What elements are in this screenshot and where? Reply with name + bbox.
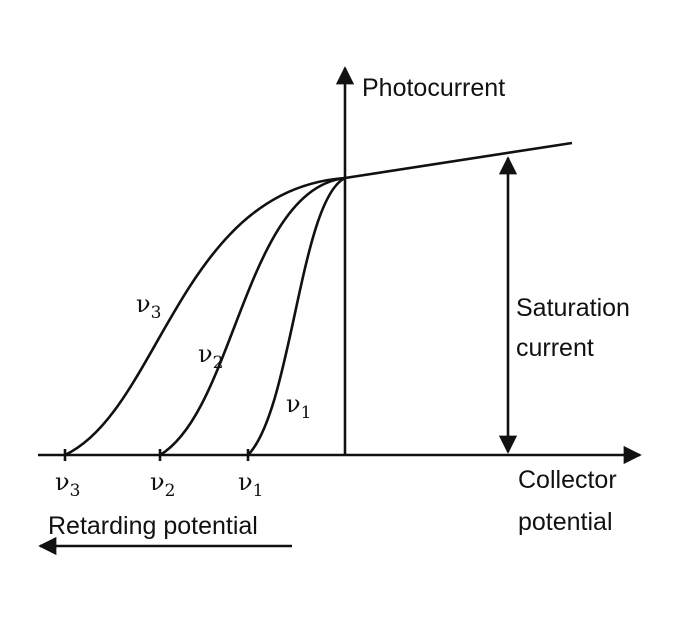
y-axis-label: Photocurrent — [362, 74, 505, 102]
stopping-label: ν2 — [150, 468, 175, 501]
curve-label: ν3 — [136, 290, 161, 323]
x-axis-label: Collector — [518, 466, 617, 494]
curve-v1 — [247, 176, 346, 456]
curve-label: ν2 — [198, 340, 223, 373]
subscript: 1 — [301, 403, 312, 423]
curve-label: ν1 — [286, 390, 311, 423]
curve-v3 — [64, 176, 346, 457]
retarding-label: Retarding potential — [48, 512, 258, 540]
symbol: ν — [150, 468, 165, 496]
subscript: 1 — [253, 481, 264, 501]
stopping-label: ν3 — [55, 468, 80, 501]
saturation-line — [344, 141, 573, 180]
saturation-label: current — [516, 334, 594, 362]
stopping-label: ν1 — [238, 468, 263, 501]
x-axis-label: potential — [518, 508, 613, 536]
symbol: ν — [238, 468, 253, 496]
subscript: 3 — [151, 303, 162, 323]
symbol: ν — [286, 390, 301, 418]
symbol: ν — [198, 340, 213, 368]
curve-v2 — [159, 176, 346, 457]
symbol: ν — [136, 290, 151, 318]
symbol: ν — [55, 468, 70, 496]
subscript: 2 — [213, 353, 224, 373]
subscript: 3 — [70, 481, 81, 501]
subscript: 2 — [165, 481, 176, 501]
saturation-label: Saturation — [516, 294, 630, 322]
